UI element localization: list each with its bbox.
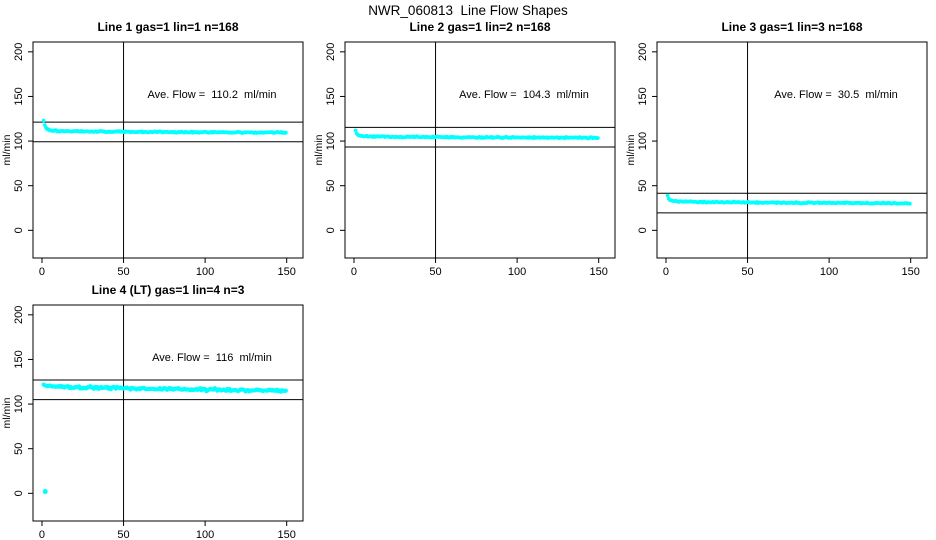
y-tick-label: 50 (325, 180, 337, 192)
y-tick-label: 150 (13, 87, 25, 105)
x-tick-label: 50 (741, 266, 753, 278)
ave-flow-annotation: Ave. Flow = 110.2 ml/min (148, 89, 277, 101)
subplot-title: Line 4 (LT) gas=1 lin=4 n=3 (92, 283, 245, 297)
y-tick-label: 0 (13, 490, 25, 496)
flow-data-points (41, 118, 288, 135)
data-point (595, 136, 600, 140)
y-tick-label: 50 (637, 180, 649, 192)
x-tick-label: 50 (117, 266, 129, 278)
flow-data-points (353, 128, 600, 141)
x-tick-label: 100 (196, 529, 214, 540)
plot-area: 0 50 100 150 0 50 100 150 200 ml/min (313, 41, 616, 278)
y-tick-label: 200 (13, 306, 25, 324)
x-tick-label: 150 (590, 266, 608, 278)
subplot-line-2: Line 2 gas=1 lin=2 n=168 Ave. Flow = 104… (313, 20, 616, 278)
y-axis-label: ml/min (625, 134, 637, 165)
y-tick-label: 100 (13, 395, 25, 413)
y-tick-label: 50 (13, 443, 25, 455)
data-point (665, 193, 670, 198)
flow-data-points (665, 193, 912, 206)
x-tick-label: 100 (196, 266, 214, 278)
flow-data-points (41, 382, 288, 495)
outlier-point (42, 489, 48, 495)
y-axis-label: ml/min (1, 397, 13, 428)
subplot-title: Line 3 gas=1 lin=3 n=168 (721, 20, 862, 34)
plot-frame (656, 41, 928, 259)
plot-area: 0 50 100 150 0 50 100 150 200 ml/min (625, 41, 928, 278)
x-tick-label: 0 (351, 266, 357, 278)
plot-frame (32, 304, 304, 522)
y-tick-label: 100 (637, 132, 649, 150)
y-tick-label: 100 (325, 132, 337, 150)
data-point (283, 130, 288, 135)
subplot-title: Line 1 gas=1 lin=1 n=168 (97, 20, 238, 34)
ave-flow-annotation: Ave. Flow = 116 ml/min (152, 352, 272, 364)
x-tick-label: 100 (508, 266, 526, 278)
y-tick-label: 0 (637, 227, 649, 233)
plot-frame (344, 41, 616, 259)
main-title: NWR_060813 Line Flow Shapes (368, 3, 568, 18)
x-tick-label: 0 (39, 266, 45, 278)
data-point (907, 201, 912, 206)
y-tick-label: 150 (13, 350, 25, 368)
x-tick-label: 150 (902, 266, 920, 278)
plot-frame (32, 41, 304, 259)
ave-flow-annotation: Ave. Flow = 104.3 ml/min (459, 89, 589, 101)
y-tick-label: 200 (637, 43, 649, 61)
y-tick-label: 0 (13, 227, 25, 233)
y-tick-label: 200 (13, 43, 25, 61)
y-tick-label: 150 (325, 87, 337, 105)
ave-flow-annotation: Ave. Flow = 30.5 ml/min (774, 89, 898, 101)
y-tick-label: 150 (637, 87, 649, 105)
subplot-line-1: Line 1 gas=1 lin=1 n=168 Ave. Flow = 110… (1, 20, 304, 278)
x-tick-label: 150 (278, 529, 296, 540)
subplot-line-3: Line 3 gas=1 lin=3 n=168 Ave. Flow = 30.… (625, 20, 928, 278)
subplot-title: Line 2 gas=1 lin=2 n=168 (409, 20, 550, 34)
y-tick-label: 50 (13, 180, 25, 192)
data-point (353, 128, 358, 133)
x-tick-label: 0 (39, 529, 45, 540)
x-tick-label: 100 (820, 266, 838, 278)
y-axis-label: ml/min (1, 134, 13, 165)
x-tick-label: 50 (117, 529, 129, 540)
y-axis-label: ml/min (313, 134, 325, 165)
x-tick-label: 50 (429, 266, 441, 278)
x-tick-label: 0 (663, 266, 669, 278)
plot-area: 0 50 100 150 0 50 100 150 200 ml/min (1, 304, 304, 540)
data-point (283, 388, 288, 393)
x-tick-label: 150 (278, 266, 296, 278)
data-point (41, 118, 46, 123)
plot-area: 0 50 100 150 0 50 100 150 200 ml/min (1, 41, 304, 278)
y-tick-label: 200 (325, 43, 337, 61)
y-tick-label: 100 (13, 132, 25, 150)
subplot-line-4: Line 4 (LT) gas=1 lin=4 n=3 Ave. Flow = … (1, 283, 304, 540)
y-tick-label: 0 (325, 227, 337, 233)
